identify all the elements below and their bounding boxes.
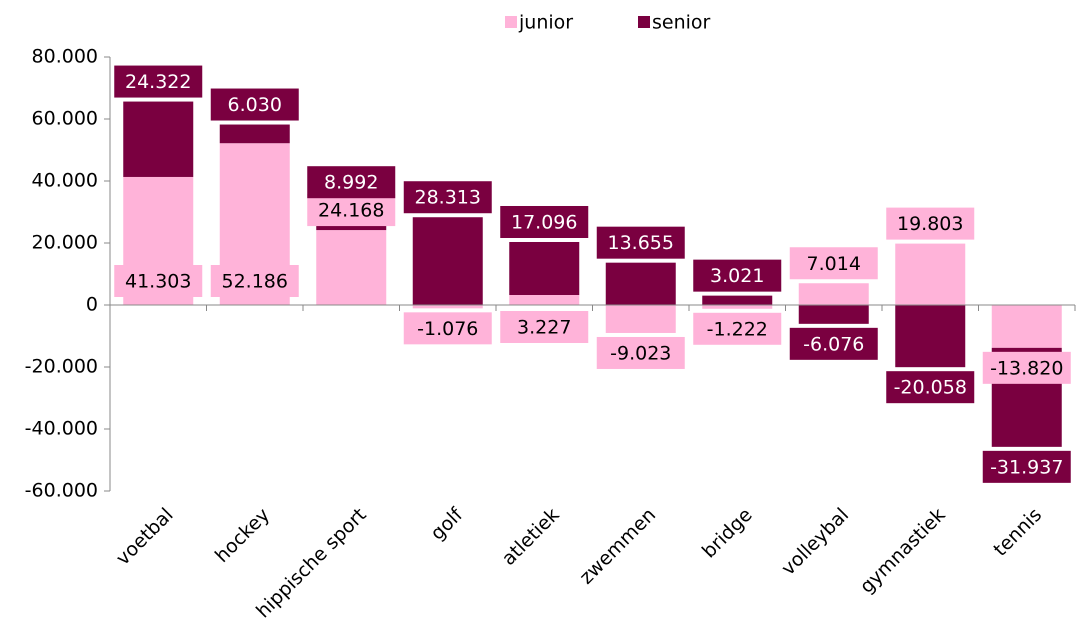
legend-swatch (505, 16, 517, 28)
y-tick-label: -60.000 (25, 480, 98, 502)
data-label-bg (982, 351, 1071, 384)
data-label-text: 7.014 (807, 253, 861, 275)
data-label: 13.655 (596, 226, 685, 259)
data-label: 52.186 (210, 265, 299, 297)
data-label-bg (210, 265, 299, 297)
data-label-bg (500, 205, 589, 238)
data-label: 8.992 (307, 166, 396, 199)
x-tick-label: zwemmen (575, 504, 660, 589)
data-label-text: 24.168 (318, 200, 384, 222)
bar (219, 124, 290, 144)
bar (412, 217, 483, 305)
data-label-bg (886, 207, 975, 240)
data-label-bg (114, 65, 203, 98)
x-tick-label: tennis (989, 504, 1046, 561)
data-label: 3.227 (500, 311, 589, 343)
bar (412, 305, 483, 309)
data-label-text: 13.655 (608, 232, 674, 254)
y-tick-label: 20.000 (32, 232, 98, 254)
data-label: -9.023 (596, 336, 685, 369)
data-label-text: -1.076 (417, 318, 478, 340)
data-label-text: -6.076 (803, 333, 864, 355)
x-tick-label: atletiek (498, 504, 564, 570)
data-label-text: 19.803 (897, 213, 963, 235)
data-label: 17.096 (500, 205, 589, 238)
data-label: 24.168 (307, 194, 396, 227)
data-label-bg (693, 312, 782, 345)
data-label: -1.076 (403, 312, 492, 345)
data-label-bg (403, 181, 492, 214)
bar (316, 230, 387, 305)
x-tick-label: bridge (698, 504, 757, 563)
data-label: -20.058 (886, 371, 975, 404)
data-label-text: 3.227 (517, 317, 571, 339)
data-label-text: -20.058 (894, 377, 967, 399)
bar (798, 305, 869, 324)
bar (991, 305, 1062, 348)
data-label-bg (307, 166, 396, 199)
bar (123, 101, 194, 177)
data-label-bg (210, 88, 299, 121)
data-label-bg (596, 226, 685, 259)
data-label-text: 28.313 (415, 187, 481, 209)
data-label: -6.076 (789, 327, 878, 360)
bar (702, 295, 773, 305)
data-label-bg (789, 247, 878, 280)
data-label-text: 24.322 (125, 71, 191, 93)
data-label-bg (500, 311, 589, 343)
data-label-text: 3.021 (710, 265, 764, 287)
data-label-text: -13.820 (990, 357, 1063, 379)
y-tick-label: -40.000 (25, 418, 98, 440)
y-tick-label: 80.000 (32, 46, 98, 68)
legend-label: senior (652, 12, 711, 34)
data-label-bg (789, 327, 878, 360)
bar (895, 243, 966, 305)
data-label-text: -1.222 (707, 318, 768, 340)
data-label: -1.222 (693, 312, 782, 345)
data-label: 19.803 (886, 207, 975, 240)
data-label-text: 8.992 (324, 172, 378, 194)
y-tick-label: 40.000 (32, 170, 98, 192)
y-tick-label: 0 (86, 294, 98, 316)
y-tick-label: -20.000 (25, 356, 98, 378)
data-label-bg (307, 194, 396, 227)
data-label: 28.313 (403, 181, 492, 214)
data-label: 24.322 (114, 65, 203, 98)
data-label-text: 41.303 (125, 271, 191, 293)
x-tick-label: gymnastiek (856, 504, 950, 598)
data-label: -31.937 (982, 450, 1071, 483)
data-label: 6.030 (210, 88, 299, 121)
data-label: -13.820 (982, 351, 1071, 384)
legend-swatch (638, 16, 650, 28)
data-label-text: 17.096 (511, 211, 577, 233)
bar (605, 262, 676, 305)
data-label-text: -31.937 (990, 456, 1063, 478)
bar (509, 294, 580, 305)
data-label-text: 52.186 (222, 271, 288, 293)
x-tick-label: golf (426, 503, 468, 545)
data-label-text: 6.030 (228, 94, 282, 116)
x-tick-label: voetbal (112, 504, 178, 570)
data-label-bg (596, 336, 685, 369)
legend-label: junior (518, 12, 573, 34)
y-tick-label: 60.000 (32, 108, 98, 130)
bar (702, 305, 773, 309)
data-label-bg (886, 371, 975, 404)
data-label: 41.303 (114, 265, 203, 297)
bar (509, 241, 580, 295)
bar (895, 305, 966, 368)
data-label-bg (403, 312, 492, 345)
data-label: 7.014 (789, 247, 878, 280)
data-label-bg (693, 259, 782, 292)
bar (798, 283, 869, 305)
data-label: 3.021 (693, 259, 782, 292)
data-label-bg (982, 450, 1071, 483)
bar (605, 305, 676, 333)
x-tick-label: volleybal (777, 504, 853, 580)
data-label-bg (114, 265, 203, 297)
data-label-text: -9.023 (610, 342, 671, 364)
x-tick-label: hockey (211, 504, 274, 567)
